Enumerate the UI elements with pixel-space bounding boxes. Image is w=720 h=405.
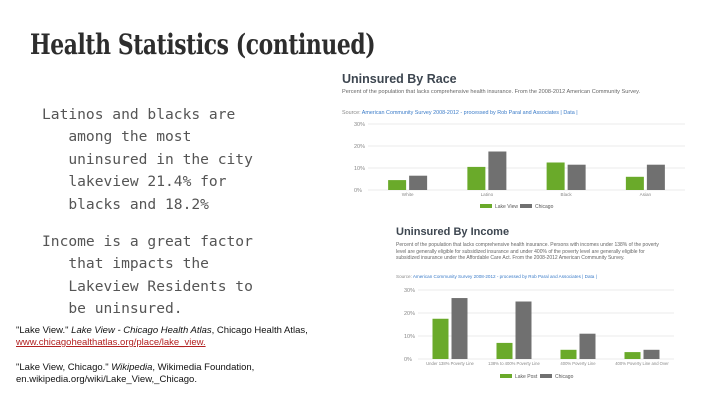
bar-lake-view xyxy=(625,176,644,190)
citation-link[interactable]: www.chicagohealthatlas.org/place/lake_vi… xyxy=(16,337,206,348)
citation-lead: "Lake View, Chicago." xyxy=(16,362,112,373)
chart-description: Percent of the population that lacks com… xyxy=(396,242,659,262)
y-tick-label: 0% xyxy=(404,357,412,363)
y-tick-label: 10% xyxy=(404,334,415,340)
data-link[interactable]: | Data | xyxy=(558,110,578,116)
citation-publisher: , Chicago Health Atlas, xyxy=(211,325,308,336)
uninsured-by-race-panel: Uninsured By Race Percent of the populat… xyxy=(340,70,688,215)
x-tick-label: 138% to 400% Poverty Line xyxy=(488,361,540,366)
y-tick-label: 10% xyxy=(354,166,365,172)
citation-wikipedia: "Lake View, Chicago." Wikipedia, Wikimed… xyxy=(16,362,346,386)
uninsured-by-race-chart: 0% 10% 20% 30% White Latino Black Asian Lake Vie… xyxy=(354,122,685,210)
chart-source: Source: American Community Survey 2008-2… xyxy=(396,274,597,279)
bar-chicago xyxy=(646,164,665,190)
source-link[interactable]: American Community Survey 2008-2012 - pr… xyxy=(412,274,581,279)
y-tick-label: 20% xyxy=(404,311,415,317)
source-label: Source: xyxy=(342,110,362,116)
x-tick-label: 400% Poverty Line and Over xyxy=(615,361,669,366)
y-tick-label: 0% xyxy=(354,188,362,194)
bar-chicago xyxy=(451,298,468,359)
y-tick-label: 30% xyxy=(404,288,415,294)
x-tick-label: Asian xyxy=(640,192,652,197)
chart-source: Source: American Community Survey 2008-2… xyxy=(342,110,578,116)
bar-lake-post xyxy=(432,318,449,359)
bar-lake-post xyxy=(624,352,641,359)
citation-source-title: Wikipedia xyxy=(111,362,153,373)
chart-title: Uninsured By Income xyxy=(396,226,510,238)
x-tick-label: Latino xyxy=(481,192,494,197)
chart-description: Percent of the population that lacks com… xyxy=(342,89,641,95)
y-tick-label: 30% xyxy=(354,122,365,128)
legend-label: Chicago xyxy=(555,374,574,380)
y-tick-label: 20% xyxy=(354,144,365,150)
bar-lake-post xyxy=(560,349,577,359)
citation-health-atlas: "Lake View." Lake View - Chicago Health … xyxy=(16,325,346,349)
citation-publisher: , Wikimedia Foundation, xyxy=(152,362,255,373)
bar-chicago xyxy=(488,151,507,190)
bar-lake-view xyxy=(546,162,565,190)
bar-chicago xyxy=(579,333,596,359)
citation-source-title: Lake View - Chicago Health Atlas xyxy=(71,325,212,336)
bar-lake-view xyxy=(467,166,486,190)
legend-label: Lake View xyxy=(495,204,518,210)
bar-chicago xyxy=(643,349,660,359)
legend-label: Chicago xyxy=(535,204,554,210)
x-tick-label: 400% Poverty Line xyxy=(560,361,596,366)
legend-swatch xyxy=(520,204,532,208)
bar-chicago xyxy=(409,175,428,190)
x-tick-label: Black xyxy=(561,192,573,197)
legend-swatch xyxy=(540,374,552,378)
x-tick-label: White xyxy=(402,192,414,197)
bar-lake-post xyxy=(496,342,513,359)
x-tick-label: Under 138% Poverty Line xyxy=(426,361,474,366)
citation-url: en.wikipedia.org/wiki/Lake_View,_Chicago… xyxy=(16,374,197,385)
bullet-uninsured-race: Latinos and blacks are among the most un… xyxy=(42,106,253,213)
source-link[interactable]: American Community Survey 2008-2012 - pr… xyxy=(361,110,559,116)
slide-title: Health Statistics (continued) xyxy=(30,28,376,61)
source-label: Source: xyxy=(396,274,413,279)
uninsured-by-income-panel: Uninsured By Income Percent of the popul… xyxy=(390,222,678,387)
bullet-income-factor: Income is a great factor that impacts th… xyxy=(42,233,253,318)
legend-swatch xyxy=(480,204,492,208)
legend-label: Lake Post xyxy=(515,374,538,380)
uninsured-by-income-chart: 0% 10% 20% 30% Under 138% Poverty Line 138% t… xyxy=(404,288,674,380)
data-link[interactable]: | Data | xyxy=(580,274,597,279)
citation-lead: "Lake View." xyxy=(16,325,72,336)
bar-chicago xyxy=(567,164,586,190)
legend-swatch xyxy=(500,374,512,378)
chart-title: Uninsured By Race xyxy=(342,72,457,86)
bar-chicago xyxy=(515,301,532,359)
bar-lake-view xyxy=(388,180,407,190)
